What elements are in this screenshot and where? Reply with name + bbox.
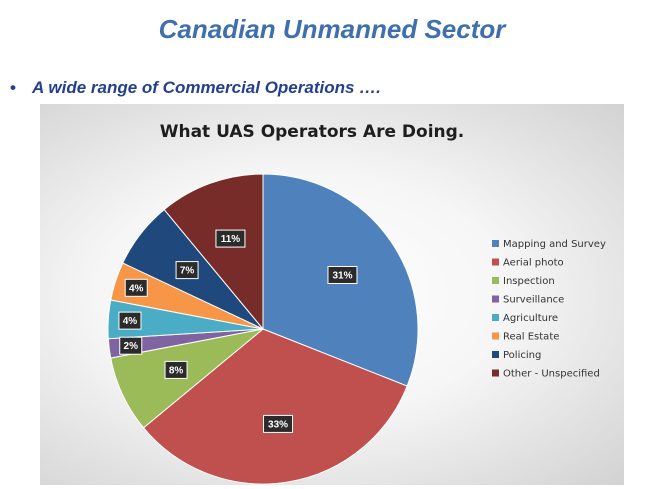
data-label-box: [263, 414, 294, 433]
data-label-text: 33%: [268, 419, 288, 430]
data-label-mapping-and-survey: 31%: [327, 265, 358, 284]
data-labels: 31% 33% 8% 2% 4% 4% 7% 11%: [118, 229, 358, 433]
pie-chart: What UAS Operators Are Doing. 31% 33% 8% 2%…: [107, 122, 606, 485]
legend-label: Inspection: [503, 276, 555, 287]
legend-item-aerial-photo: Aerial photo: [492, 258, 564, 269]
data-label-text: 4%: [129, 283, 144, 294]
data-label-text: 8%: [169, 365, 184, 376]
legend-swatch: [492, 277, 499, 284]
data-label-policing: 7%: [175, 261, 199, 280]
bullet-text: A wide range of Commercial Operations ….: [32, 78, 381, 97]
data-label-box: [175, 261, 199, 280]
chart-title: What UAS Operators Are Doing.: [160, 122, 465, 142]
data-label-surveillance: 2%: [119, 336, 143, 355]
legend-label: Other - Unspecified: [503, 369, 600, 380]
legend-label: Agriculture: [503, 313, 558, 324]
legend-swatch: [492, 314, 499, 321]
legend-item-surveillance: Surveillance: [492, 295, 564, 306]
legend-item-mapping-and-survey: Mapping and Survey: [492, 239, 606, 250]
chart-area: What UAS Operators Are Doing. 31% 33% 8% 2%…: [40, 104, 624, 485]
data-label-box: [164, 360, 188, 379]
data-label-text: 7%: [180, 266, 195, 277]
pie-slice-aerial-photo: [142, 328, 408, 485]
data-label-other-unspecified: 11%: [215, 229, 246, 248]
data-label-box: [118, 311, 142, 330]
legend-swatch: [492, 295, 499, 303]
data-label-real-estate: 4%: [124, 278, 148, 297]
data-label-agriculture: 4%: [118, 311, 142, 330]
legend-label: Mapping and Survey: [503, 239, 606, 250]
legend-label: Policing: [503, 350, 541, 361]
pie-slices: [107, 173, 419, 485]
legend-swatch: [492, 351, 499, 358]
legend-swatch: [492, 258, 499, 266]
legend-item-other-unspecified: Other - Unspecified: [492, 369, 600, 380]
data-label-box: [119, 336, 143, 355]
data-label-aerial-photo: 33%: [263, 414, 294, 433]
data-label-text: 31%: [332, 270, 352, 281]
bullet-item: • A wide range of Commercial Operations ……: [10, 78, 381, 98]
legend-item-inspection: Inspection: [492, 276, 555, 287]
data-label-box: [215, 229, 246, 248]
data-label-text: 4%: [123, 316, 138, 327]
legend-item-real-estate: Real Estate: [492, 332, 559, 343]
legend-item-agriculture: Agriculture: [492, 313, 558, 324]
legend-item-policing: Policing: [492, 350, 541, 361]
legend-swatch: [492, 369, 499, 377]
slide-title: Canadian Unmanned Sector: [158, 14, 506, 44]
data-label-inspection: 8%: [164, 360, 188, 379]
chart-legend: Mapping and Survey Aerial photo Inspection…: [492, 239, 606, 380]
bullet-icon: •: [10, 78, 16, 97]
legend-swatch: [492, 332, 499, 340]
legend-label: Surveillance: [503, 295, 564, 306]
pie-slice-other-unspecified: [163, 173, 264, 331]
data-label-text: 11%: [221, 234, 241, 245]
legend-swatch: [492, 240, 499, 247]
legend-label: Aerial photo: [503, 258, 564, 269]
data-label-text: 2%: [124, 341, 139, 352]
data-label-box: [124, 278, 148, 297]
data-label-box: [327, 265, 358, 284]
legend-label: Real Estate: [503, 332, 559, 343]
